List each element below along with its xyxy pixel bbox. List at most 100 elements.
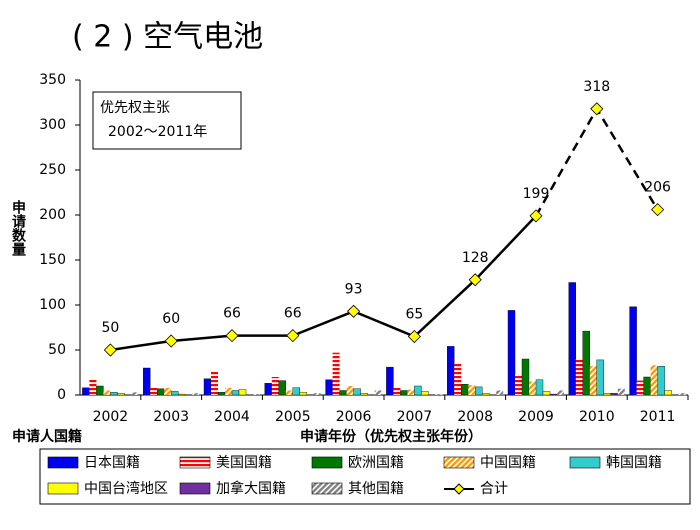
data-label: 60: [162, 311, 180, 327]
legend-label: 欧洲国籍: [348, 454, 404, 471]
bar: [271, 377, 279, 395]
chart-title: ( 2 ) 空气电池: [72, 20, 263, 55]
legend-label: 美国国籍: [216, 454, 272, 471]
bar: [400, 390, 408, 396]
bar: [529, 381, 536, 395]
y-tick-label: 50: [48, 342, 66, 358]
bar: [435, 394, 443, 395]
legend-title: 申请人国籍: [12, 428, 82, 445]
legend-swatch: [47, 456, 79, 469]
y-tick-label: 300: [39, 117, 66, 133]
x-tick-label: 2010: [579, 409, 615, 425]
bar: [421, 391, 429, 396]
bar: [89, 378, 97, 395]
x-tick-label: 2003: [153, 409, 189, 425]
bar: [496, 390, 504, 395]
bar: [82, 387, 90, 396]
bar: [521, 358, 530, 396]
data-label: 206: [644, 180, 671, 196]
x-tick-label: 2009: [518, 409, 554, 425]
bar: [203, 378, 212, 396]
bar: [150, 387, 158, 395]
x-tick-label: 2006: [336, 409, 372, 425]
data-label: 66: [284, 306, 302, 322]
bar: [96, 385, 104, 396]
bar: [292, 387, 300, 396]
bar: [360, 393, 368, 396]
bar: [264, 383, 272, 396]
marker: [164, 334, 178, 348]
legend-swatch: [179, 482, 211, 495]
bar: [636, 380, 644, 395]
bar: [386, 366, 394, 396]
bar: [110, 392, 118, 396]
bar: [589, 366, 597, 395]
legend-label: 加拿大国籍: [216, 480, 286, 497]
bar: [447, 346, 455, 396]
data-label: 199: [523, 186, 550, 202]
legend-label: 合计: [480, 481, 508, 497]
bar: [603, 393, 611, 396]
bar: [332, 352, 340, 395]
x-tick-label: 2005: [275, 409, 311, 425]
x-tick-label: 2011: [640, 409, 676, 425]
bar: [299, 392, 307, 396]
bar: [568, 282, 576, 396]
legend-swatch: [179, 456, 211, 469]
bar: [217, 392, 226, 396]
bar: [678, 393, 686, 395]
bar: [414, 385, 422, 396]
bar: [542, 391, 551, 396]
bar: [231, 390, 240, 396]
bar: [285, 390, 293, 395]
bar: [346, 386, 354, 395]
x-axis-label: 申请年份（优先权主张年份）: [300, 428, 482, 445]
y-tick-label: 100: [39, 297, 66, 313]
bar: [475, 386, 483, 396]
bar: [461, 384, 469, 396]
bar: [278, 380, 286, 396]
bar: [313, 393, 321, 395]
bar: [353, 388, 361, 396]
bar: [339, 390, 347, 396]
bar: [657, 366, 665, 396]
marker: [347, 304, 361, 318]
marker: [590, 102, 604, 116]
legend-swatch: [47, 482, 79, 495]
bar: [454, 363, 462, 395]
bar: [225, 387, 232, 395]
bar: [664, 390, 672, 396]
bar: [238, 389, 247, 396]
bar: [468, 385, 476, 395]
y-tick-label: 250: [39, 162, 66, 178]
y-tick-label: 0: [57, 387, 66, 403]
data-label: 93: [345, 281, 363, 297]
bar: [253, 394, 260, 395]
marker: [225, 329, 239, 343]
bar: [325, 379, 333, 396]
marker: [529, 209, 543, 223]
legend-label: 韩国国籍: [606, 454, 662, 471]
legend-marker: [453, 483, 465, 495]
bar: [131, 392, 139, 395]
bar: [617, 388, 625, 395]
data-label: 65: [405, 307, 423, 323]
bar: [170, 391, 179, 396]
y-tick-label: 200: [39, 207, 66, 223]
legend-swatch: [569, 456, 601, 469]
marker: [286, 329, 300, 343]
bar: [103, 390, 111, 395]
legend-swatch: [311, 456, 343, 469]
bar: [407, 389, 415, 395]
total-line: [110, 215, 537, 352]
legend-label: 日本国籍: [84, 454, 140, 471]
legend-swatch: [443, 456, 475, 469]
annotation: 2002～2011年: [108, 124, 207, 140]
data-label: 318: [583, 79, 610, 95]
bar: [164, 387, 172, 395]
data-label: 50: [101, 320, 119, 336]
bar: [515, 374, 522, 395]
legend-label: 中国台湾地区: [84, 480, 168, 497]
bar: [535, 379, 544, 396]
x-tick-label: 2004: [214, 409, 250, 425]
